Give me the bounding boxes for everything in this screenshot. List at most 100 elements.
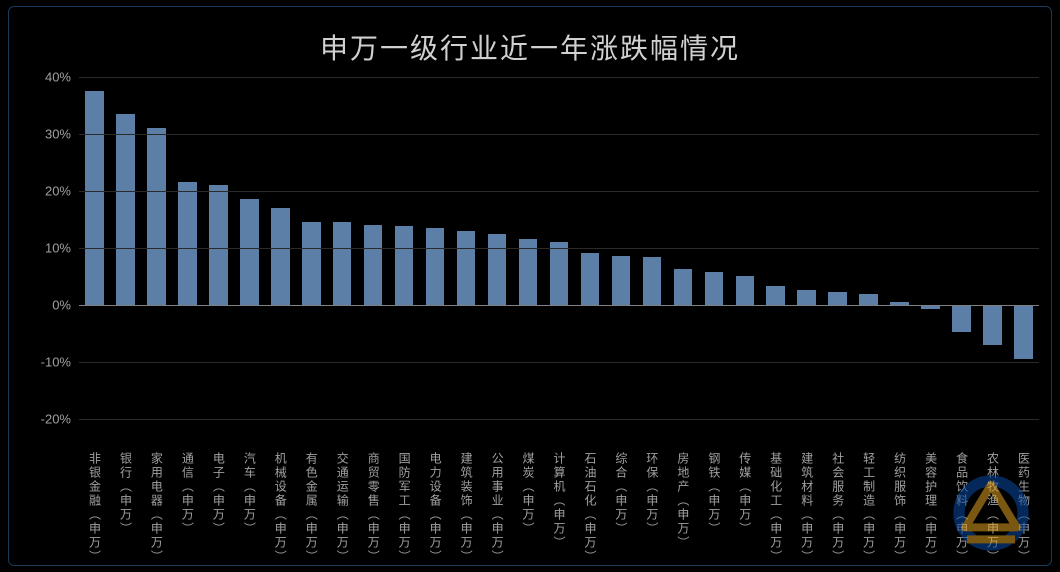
bar: [333, 222, 352, 305]
gridline: [79, 419, 1039, 420]
x-tick-label: 交通运输（申万）: [336, 452, 348, 564]
x-tick-label: 银行（申万）: [119, 452, 131, 536]
bar-slot: [172, 77, 203, 447]
x-tick-label: 轻工制造（申万）: [863, 452, 875, 564]
bar: [550, 242, 569, 305]
bar-slot: [915, 77, 946, 447]
bar-slot: [451, 77, 482, 447]
bar: [859, 294, 878, 304]
bar: [983, 305, 1002, 345]
bar-slot: [110, 77, 141, 447]
x-tick-label: 煤炭（申万）: [522, 452, 534, 536]
y-tick-label: 0%: [52, 297, 71, 312]
bar-slot: [265, 77, 296, 447]
x-tick-label: 综合（申万）: [615, 452, 627, 536]
bar-slot: [79, 77, 110, 447]
bar-slot: [729, 77, 760, 447]
x-tick-label: 纺织服饰（申万）: [894, 452, 906, 564]
bar: [178, 182, 197, 304]
x-tick-label: 建筑装饰（申万）: [460, 452, 472, 564]
x-tick-label: 社会服务（申万）: [832, 452, 844, 564]
bar-slot: [791, 77, 822, 447]
bar: [612, 256, 631, 304]
chart-title: 申万一级行业近一年涨跌幅情况: [9, 27, 1051, 67]
bar: [519, 239, 538, 304]
bar: [643, 257, 662, 304]
x-tick-label: 非银金融（申万）: [88, 452, 100, 564]
y-tick-label: 40%: [45, 70, 71, 85]
bar: [797, 290, 816, 304]
gridline: [79, 362, 1039, 363]
x-tick-label: 机械设备（申万）: [274, 452, 286, 564]
bar-slot: [977, 77, 1008, 447]
bar-slot: [1008, 77, 1039, 447]
bar: [240, 199, 259, 304]
x-tick-label: 公用事业（申万）: [491, 452, 503, 564]
bar: [736, 276, 755, 304]
bar-slot: [513, 77, 544, 447]
bar-slot: [327, 77, 358, 447]
zero-line: [79, 305, 1039, 306]
bar-slot: [482, 77, 513, 447]
x-tick-label: 环保（申万）: [646, 452, 658, 536]
bar-slot: [853, 77, 884, 447]
x-tick-label: 石油石化（申万）: [584, 452, 596, 564]
bar-slot: [946, 77, 977, 447]
bar: [116, 114, 135, 305]
x-tick-label: 建筑材料（申万）: [801, 452, 813, 564]
bar: [395, 226, 414, 305]
x-tick-label: 传媒（申万）: [739, 452, 751, 536]
x-tick-label: 美容护理（申万）: [925, 452, 937, 564]
bar-slot: [296, 77, 327, 447]
bar: [302, 222, 321, 305]
bar-slot: [203, 77, 234, 447]
y-tick-label: 10%: [45, 240, 71, 255]
x-tick-label: 电子（申万）: [212, 452, 224, 536]
bar-slot: [574, 77, 605, 447]
x-tick-label: 食品饮料（申万）: [956, 452, 968, 564]
bar-slot: [358, 77, 389, 447]
x-tick-label: 农林牧渔（申万）: [987, 452, 999, 564]
bars-container: [79, 77, 1039, 447]
gridline: [79, 248, 1039, 249]
x-tick-label: 家用电器（申万）: [150, 452, 162, 564]
bar: [85, 91, 104, 304]
x-tick-label: 基础化工（申万）: [770, 452, 782, 564]
bar: [364, 225, 383, 305]
bar-slot: [234, 77, 265, 447]
bar-slot: [760, 77, 791, 447]
gridline: [79, 134, 1039, 135]
bar: [766, 286, 785, 304]
y-tick-label: 30%: [45, 126, 71, 141]
x-tick-label: 通信（申万）: [181, 452, 193, 536]
bar-slot: [884, 77, 915, 447]
x-tick-label: 商贸零售（申万）: [367, 452, 379, 564]
bar: [952, 305, 971, 332]
bar: [147, 128, 166, 304]
bar: [581, 253, 600, 304]
bar-slot: [544, 77, 575, 447]
bar-slot: [605, 77, 636, 447]
bar-slot: [141, 77, 172, 447]
bar: [457, 231, 476, 305]
gridline: [79, 191, 1039, 192]
bar: [271, 208, 290, 305]
bar: [209, 185, 228, 305]
bar-slot: [420, 77, 451, 447]
x-tick-label: 汽车（申万）: [243, 452, 255, 536]
plot-area: 40%30%20%10%0%-10%-20%: [79, 77, 1039, 447]
x-tick-label: 有色金属（申万）: [305, 452, 317, 564]
y-tick-label: 20%: [45, 183, 71, 198]
x-tick-label: 国防军工（申万）: [398, 452, 410, 564]
x-tick-label: 房地产（申万）: [677, 452, 689, 550]
x-tick-label: 钢铁（申万）: [708, 452, 720, 536]
bar-slot: [822, 77, 853, 447]
bar-slot: [667, 77, 698, 447]
x-tick-label: 电力设备（申万）: [429, 452, 441, 564]
bar-slot: [698, 77, 729, 447]
y-tick-label: -20%: [41, 411, 71, 426]
bar-slot: [636, 77, 667, 447]
x-axis-labels: 非银金融（申万） 银行（申万） 家用电器（申万） 通信（申万） 电子（申万） 汽车（申万）…: [79, 452, 1039, 562]
gridline: [79, 77, 1039, 78]
bar: [426, 228, 445, 305]
